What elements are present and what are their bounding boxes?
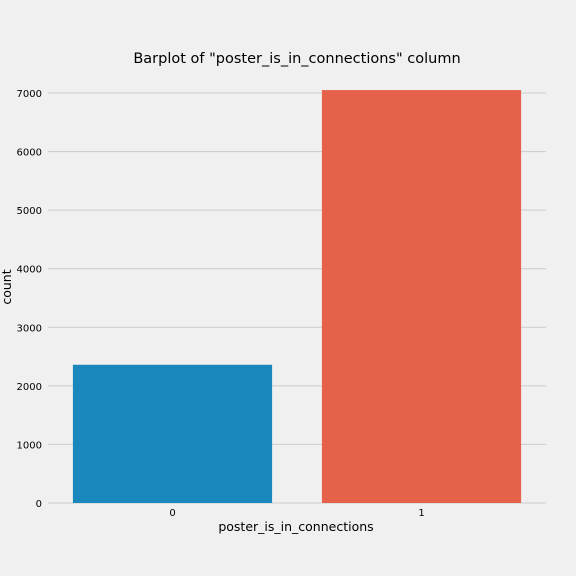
x-axis-label: poster_is_in_connections <box>218 519 373 534</box>
x-tick-label: 0 <box>169 508 175 519</box>
y-tick-label: 6000 <box>17 148 42 159</box>
bars <box>72 90 522 504</box>
y-tick-label: 3000 <box>17 323 42 334</box>
y-tick-label: 4000 <box>17 265 42 276</box>
x-tick-label: 1 <box>418 508 424 519</box>
y-tick-label: 1000 <box>17 440 42 451</box>
bar-0 <box>72 364 273 503</box>
y-tick-label: 2000 <box>17 382 42 393</box>
bar-1 <box>321 90 522 504</box>
chart-title: Barplot of "poster_is_in_connections" co… <box>133 51 460 67</box>
y-tick-label: 5000 <box>17 206 42 217</box>
y-axis-label: count <box>0 269 14 304</box>
y-tick-label: 0 <box>36 499 42 510</box>
y-tick-labels: 0 1000 2000 3000 4000 5000 6000 7000 <box>17 89 42 510</box>
y-tick-label: 7000 <box>17 89 42 100</box>
